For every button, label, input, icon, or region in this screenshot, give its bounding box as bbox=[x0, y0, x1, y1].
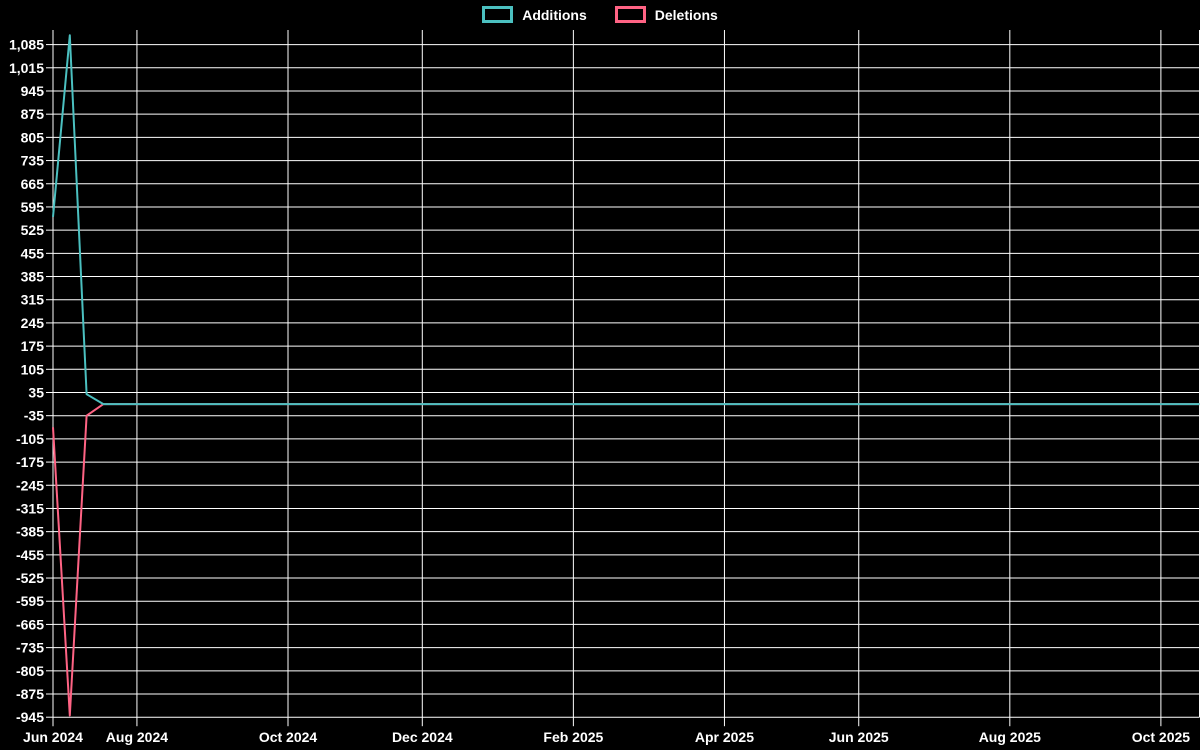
svg-text:525: 525 bbox=[21, 222, 45, 238]
x-axis-labels: Jun 2024 Aug 2024 Oct 2024 Dec 2024 Feb 2025… bbox=[23, 729, 1190, 745]
svg-text:Dec 2024: Dec 2024 bbox=[392, 729, 453, 745]
svg-text:-875: -875 bbox=[16, 686, 44, 702]
svg-text:-385: -385 bbox=[16, 524, 44, 540]
svg-text:Oct 2025: Oct 2025 bbox=[1132, 729, 1191, 745]
svg-text:Jun 2025: Jun 2025 bbox=[829, 729, 889, 745]
svg-text:175: 175 bbox=[21, 338, 45, 354]
legend-label-deletions: Deletions bbox=[654, 6, 718, 23]
svg-text:-175: -175 bbox=[16, 454, 44, 470]
chart-legend: Additions Deletions bbox=[0, 6, 1200, 23]
svg-text:1,085: 1,085 bbox=[9, 37, 44, 53]
svg-text:-945: -945 bbox=[16, 709, 44, 725]
svg-text:Oct 2024: Oct 2024 bbox=[259, 729, 318, 745]
x-gridlines bbox=[52, 30, 1200, 718]
svg-text:385: 385 bbox=[21, 269, 45, 285]
legend-item-deletions[interactable]: Deletions bbox=[614, 6, 718, 23]
svg-text:-315: -315 bbox=[16, 500, 44, 516]
svg-text:35: 35 bbox=[28, 384, 44, 400]
svg-text:Aug 2024: Aug 2024 bbox=[106, 729, 168, 745]
svg-text:-735: -735 bbox=[16, 640, 44, 656]
svg-text:1,015: 1,015 bbox=[9, 60, 44, 76]
svg-text:-455: -455 bbox=[16, 547, 44, 563]
svg-text:-35: -35 bbox=[24, 408, 44, 424]
additions-swatch-icon bbox=[482, 6, 514, 23]
svg-text:945: 945 bbox=[21, 83, 45, 99]
y-axis-labels: 1,085 1,015 945 875 805 735 665 595 525 455 385 315… bbox=[9, 37, 44, 726]
svg-text:Aug 2025: Aug 2025 bbox=[979, 729, 1041, 745]
svg-text:595: 595 bbox=[21, 199, 45, 215]
svg-text:735: 735 bbox=[21, 153, 45, 169]
svg-text:Apr 2025: Apr 2025 bbox=[695, 729, 754, 745]
deletions-swatch-icon bbox=[614, 6, 646, 23]
svg-text:-525: -525 bbox=[16, 570, 44, 586]
svg-text:-665: -665 bbox=[16, 616, 44, 632]
x-ticks bbox=[52, 717, 1162, 727]
svg-text:455: 455 bbox=[21, 245, 45, 261]
svg-text:Jun 2024: Jun 2024 bbox=[23, 729, 83, 745]
legend-label-additions: Additions bbox=[522, 6, 587, 23]
legend-item-additions[interactable]: Additions bbox=[482, 6, 587, 23]
svg-text:Feb 2025: Feb 2025 bbox=[543, 729, 603, 745]
svg-text:-595: -595 bbox=[16, 593, 44, 609]
svg-text:105: 105 bbox=[21, 361, 45, 377]
svg-text:-245: -245 bbox=[16, 477, 44, 493]
svg-text:315: 315 bbox=[21, 292, 45, 308]
deletions-line bbox=[52, 403, 1200, 717]
svg-text:-805: -805 bbox=[16, 663, 44, 679]
svg-text:805: 805 bbox=[21, 129, 45, 145]
y-gridlines bbox=[53, 44, 1200, 718]
additions-line bbox=[52, 34, 1200, 406]
svg-text:245: 245 bbox=[21, 315, 45, 331]
svg-text:875: 875 bbox=[21, 106, 45, 122]
svg-text:-105: -105 bbox=[16, 431, 44, 447]
svg-text:665: 665 bbox=[21, 176, 45, 192]
y-ticks bbox=[46, 44, 53, 718]
